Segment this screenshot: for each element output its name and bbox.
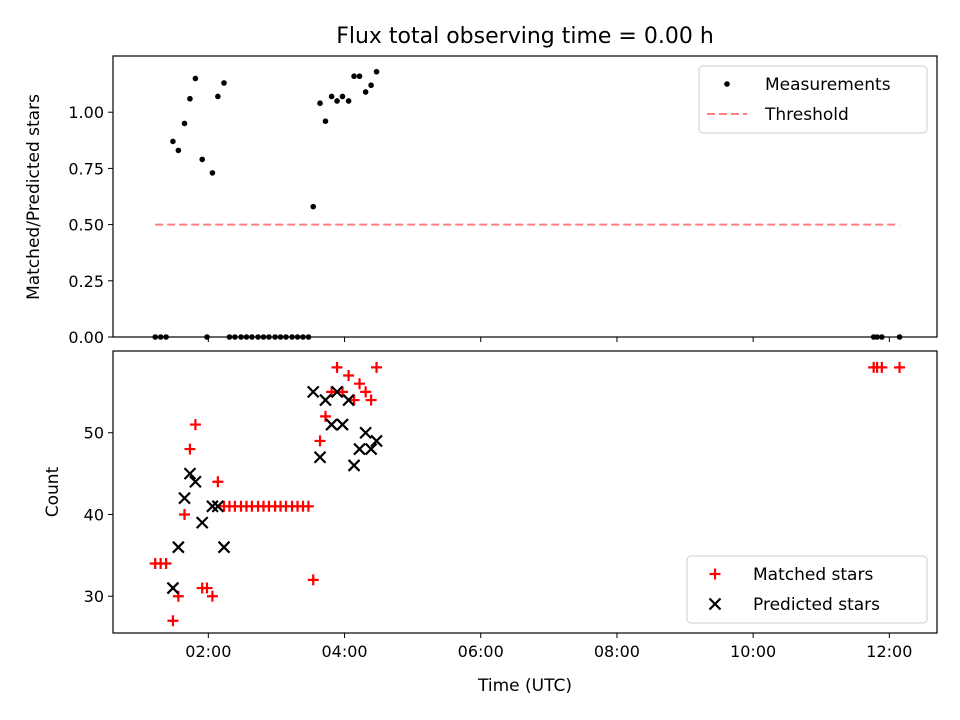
measurements-marker <box>362 89 369 95</box>
top-legend-measurements-handle <box>724 81 730 87</box>
matched-stars-marker <box>360 386 372 398</box>
predicted-stars-marker <box>313 450 327 464</box>
matched-stars-marker <box>354 378 366 390</box>
predicted-stars-marker <box>211 500 225 513</box>
predicted-stars-marker <box>183 467 197 480</box>
top-ytick-label: 0.50 <box>68 216 104 235</box>
predicted-stars-marker <box>342 393 355 407</box>
matched-stars-marker <box>307 574 319 586</box>
matched-stars-marker <box>189 419 201 431</box>
measurements-marker <box>187 95 193 102</box>
matched-stars-marker <box>365 394 377 406</box>
bottom-xtick-label: 04:00 <box>321 642 367 661</box>
predicted-stars-marker <box>195 516 209 529</box>
top-legend-measurements-label: Measurements <box>765 75 891 95</box>
predicted-stars-marker <box>217 540 231 554</box>
predicted-stars-marker <box>319 393 332 407</box>
measurements-marker <box>317 100 323 107</box>
bottom-ytick-label: 50 <box>84 424 104 443</box>
matched-stars-marker <box>876 361 888 373</box>
predicted-stars-marker <box>353 442 366 456</box>
predicted-stars-marker <box>189 475 202 489</box>
predicted-stars-marker <box>364 442 378 456</box>
measurements-marker <box>310 203 317 210</box>
predicted-stars-marker <box>166 581 180 595</box>
measurements-marker <box>368 82 374 89</box>
predicted-stars-marker <box>306 385 320 399</box>
top-legend-threshold-label: Threshold <box>764 105 849 125</box>
measurements-marker <box>175 147 182 154</box>
top-y-axis-label: Matched/Predicted stars <box>24 94 44 300</box>
matched-stars-marker <box>212 476 224 488</box>
matched-stars-marker <box>894 361 906 373</box>
predicted-stars-marker <box>359 426 372 440</box>
bottom-axes-frame <box>112 350 938 634</box>
bottom-xtick-label: 10:00 <box>730 642 776 661</box>
measurements-marker <box>170 138 176 145</box>
measurements-marker <box>328 93 335 100</box>
bottom-ytick-label: 40 <box>84 505 104 524</box>
bottom-legend-predicted-stars-label: Predicted stars <box>753 595 880 615</box>
predicted-stars-marker <box>347 459 361 472</box>
predicted-stars-marker <box>206 500 219 513</box>
matched-stars-marker <box>167 615 179 627</box>
top-ytick-label: 0.00 <box>68 328 104 347</box>
matched-stars-marker <box>319 410 331 422</box>
matched-stars-marker <box>331 361 343 373</box>
top-legend-box <box>698 65 928 134</box>
measurements-marker <box>181 120 188 127</box>
matched-stars-marker <box>184 443 196 455</box>
measurements-marker <box>209 170 216 176</box>
measurements-marker <box>339 93 346 100</box>
top-plot-area: 0.00 0.25 0.50 0.75 1.00 Measurements Threshol… <box>68 55 938 347</box>
matched-stars-marker <box>314 435 326 447</box>
matched-stars-marker <box>201 582 213 594</box>
x-axis-label: Time (UTC) <box>477 676 572 696</box>
predicted-stars-marker <box>325 418 338 431</box>
predicted-stars-marker <box>178 491 191 505</box>
bottom-xtick-label: 06:00 <box>458 642 504 661</box>
matched-stars-marker <box>343 370 355 382</box>
measurements-marker <box>199 156 206 163</box>
matched-stars-marker <box>326 386 338 398</box>
matched-stars-marker <box>302 500 314 512</box>
measurements-marker <box>215 93 221 100</box>
predicted-stars-marker <box>336 418 349 431</box>
bottom-xtick-label: 08:00 <box>594 642 640 661</box>
top-ytick-label: 0.25 <box>68 272 104 291</box>
matched-stars-marker <box>336 386 348 398</box>
top-ytick-label: 1.00 <box>68 103 104 122</box>
bottom-legend-box <box>686 555 928 624</box>
bottom-y-axis-label: Count <box>43 466 63 517</box>
top-axes-frame <box>112 55 938 338</box>
bottom-xtick-label: 12:00 <box>866 642 912 661</box>
measurements-marker <box>345 98 352 104</box>
bottom-plot-area: 30 40 50 02:00 04:00 06:00 08:00 10:00 12:00 Matc… <box>84 350 938 661</box>
bottom-legend-predicted-stars-handle <box>708 597 722 611</box>
matched-stars-marker <box>206 590 218 602</box>
measurements-marker <box>356 73 363 80</box>
chart-title: Flux total observing time = 0.00 h <box>336 24 714 49</box>
measurements-marker <box>351 73 357 80</box>
predicted-stars-marker <box>330 385 344 399</box>
matched-stars-marker <box>348 394 360 406</box>
measurements-marker <box>192 75 199 82</box>
matched-stars-marker <box>160 558 172 570</box>
bottom-legend-matched-stars-label: Matched stars <box>753 565 873 585</box>
measurements-marker <box>221 80 227 86</box>
measurements-marker <box>334 98 340 104</box>
predicted-stars-marker <box>370 434 383 448</box>
bottom-xtick-label: 02:00 <box>185 642 231 661</box>
predicted-stars-marker <box>172 540 185 554</box>
matched-stars-marker <box>371 361 383 373</box>
bottom-legend-matched-stars-handle <box>709 568 721 580</box>
matched-stars-marker <box>179 508 191 520</box>
bottom-ytick-label: 30 <box>84 587 104 606</box>
measurements-marker <box>322 118 329 124</box>
measurements-marker <box>373 68 380 75</box>
top-ytick-label: 0.75 <box>68 159 104 178</box>
